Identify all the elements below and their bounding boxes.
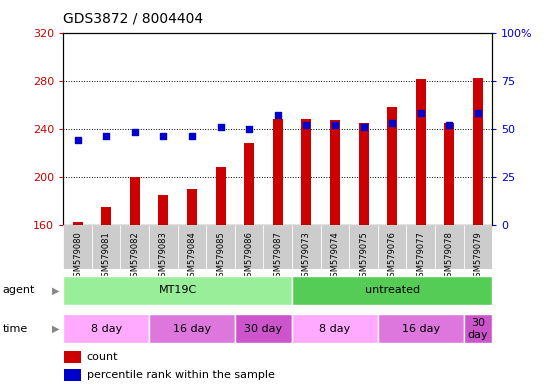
Text: GSM579076: GSM579076 bbox=[388, 231, 397, 282]
Text: untreated: untreated bbox=[365, 285, 420, 295]
Bar bbox=[63, 225, 92, 269]
Text: GSM579079: GSM579079 bbox=[474, 231, 482, 282]
Point bbox=[273, 112, 282, 118]
Bar bbox=[73, 222, 82, 225]
Bar bbox=[378, 225, 406, 269]
Text: 30 day: 30 day bbox=[244, 324, 283, 334]
Text: GSM579075: GSM579075 bbox=[359, 231, 368, 282]
Bar bbox=[473, 78, 483, 225]
Bar bbox=[406, 225, 435, 269]
Text: ▶: ▶ bbox=[52, 324, 59, 334]
Bar bbox=[187, 189, 197, 225]
Bar bbox=[464, 225, 492, 269]
Text: 8 day: 8 day bbox=[320, 324, 350, 334]
Bar bbox=[416, 79, 426, 225]
Bar bbox=[63, 276, 292, 305]
Text: GSM579074: GSM579074 bbox=[331, 231, 339, 282]
Text: GSM579077: GSM579077 bbox=[416, 231, 425, 282]
Text: GSM579083: GSM579083 bbox=[159, 231, 168, 282]
Point bbox=[416, 110, 425, 116]
Bar bbox=[244, 143, 254, 225]
Text: GSM579078: GSM579078 bbox=[445, 231, 454, 282]
Bar bbox=[216, 167, 225, 225]
Bar bbox=[321, 225, 349, 269]
Bar bbox=[435, 225, 464, 269]
Text: 16 day: 16 day bbox=[402, 324, 440, 334]
Point bbox=[73, 137, 82, 143]
Bar bbox=[273, 119, 283, 225]
Bar bbox=[292, 276, 492, 305]
Bar bbox=[130, 177, 140, 225]
Point bbox=[159, 133, 168, 139]
Point bbox=[102, 133, 111, 139]
Point bbox=[216, 124, 225, 130]
Bar bbox=[63, 314, 149, 343]
Bar bbox=[120, 225, 149, 269]
Point bbox=[331, 122, 339, 128]
Point bbox=[445, 122, 454, 128]
Bar bbox=[92, 225, 120, 269]
Point bbox=[388, 120, 397, 126]
Text: GSM579073: GSM579073 bbox=[302, 231, 311, 282]
Bar bbox=[235, 314, 292, 343]
Text: GSM579080: GSM579080 bbox=[73, 231, 82, 282]
Text: ▶: ▶ bbox=[52, 285, 59, 295]
Point bbox=[188, 133, 196, 139]
Text: percentile rank within the sample: percentile rank within the sample bbox=[87, 370, 274, 380]
Bar bbox=[64, 369, 81, 381]
Text: MT19C: MT19C bbox=[158, 285, 197, 295]
Bar bbox=[158, 195, 168, 225]
Text: GSM579082: GSM579082 bbox=[130, 231, 139, 282]
Bar bbox=[64, 351, 81, 363]
Bar bbox=[349, 225, 378, 269]
Bar bbox=[359, 122, 369, 225]
Point bbox=[245, 126, 254, 132]
Bar bbox=[464, 314, 492, 343]
Text: GSM579086: GSM579086 bbox=[245, 231, 254, 282]
Bar bbox=[178, 225, 206, 269]
Bar bbox=[235, 225, 263, 269]
Bar bbox=[378, 314, 464, 343]
Bar bbox=[263, 225, 292, 269]
Text: count: count bbox=[87, 352, 118, 362]
Point bbox=[302, 122, 311, 128]
Point bbox=[474, 110, 482, 116]
Bar bbox=[101, 207, 111, 225]
Bar bbox=[292, 225, 321, 269]
Bar bbox=[330, 120, 340, 225]
Text: GSM579081: GSM579081 bbox=[102, 231, 111, 282]
Bar bbox=[292, 314, 378, 343]
Text: 30
day: 30 day bbox=[468, 318, 488, 339]
Bar bbox=[149, 314, 235, 343]
Bar bbox=[149, 225, 178, 269]
Bar bbox=[206, 225, 235, 269]
Point bbox=[359, 124, 368, 130]
Text: GSM579087: GSM579087 bbox=[273, 231, 282, 282]
Text: agent: agent bbox=[3, 285, 35, 295]
Text: GSM579084: GSM579084 bbox=[188, 231, 196, 282]
Text: 16 day: 16 day bbox=[173, 324, 211, 334]
Bar bbox=[387, 107, 397, 225]
Text: time: time bbox=[3, 324, 28, 334]
Text: GDS3872 / 8004404: GDS3872 / 8004404 bbox=[63, 12, 204, 25]
Text: GSM579085: GSM579085 bbox=[216, 231, 225, 282]
Bar bbox=[301, 119, 311, 225]
Bar bbox=[444, 122, 454, 225]
Text: 8 day: 8 day bbox=[91, 324, 122, 334]
Point bbox=[130, 129, 139, 136]
